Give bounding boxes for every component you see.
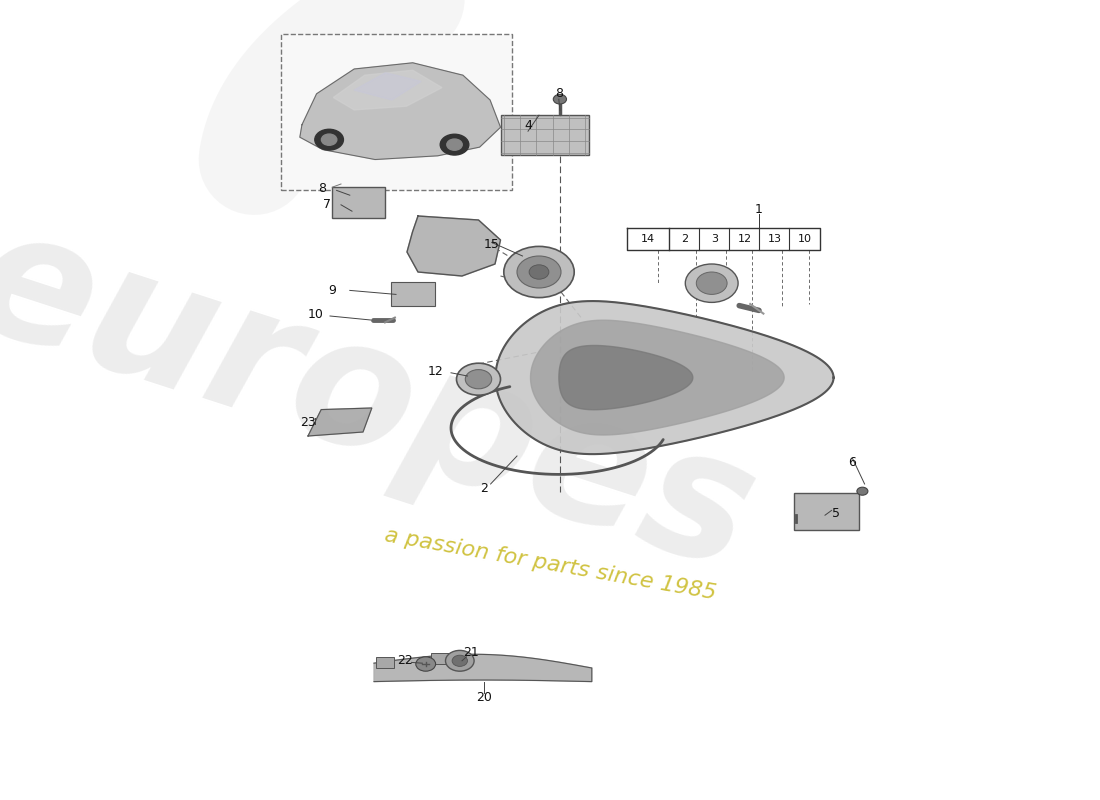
Bar	[376, 657, 394, 668]
Text: 10: 10	[308, 308, 323, 321]
Circle shape	[857, 487, 868, 495]
Polygon shape	[354, 73, 421, 100]
Polygon shape	[559, 346, 693, 410]
Circle shape	[446, 650, 474, 671]
Text: 10: 10	[798, 234, 812, 244]
Circle shape	[504, 246, 574, 298]
Text: 13: 13	[768, 234, 781, 244]
Text: 20: 20	[476, 691, 492, 704]
FancyBboxPatch shape	[794, 493, 859, 530]
Text: 2: 2	[480, 482, 488, 494]
Bar	[390, 282, 435, 306]
Text: 22: 22	[397, 654, 412, 666]
Circle shape	[696, 272, 727, 294]
Text: 23: 23	[300, 416, 316, 429]
Text: 15: 15	[484, 238, 499, 251]
Text: 9: 9	[328, 284, 337, 297]
Polygon shape	[333, 70, 442, 110]
Circle shape	[465, 370, 492, 389]
Text: 12: 12	[737, 234, 751, 244]
Text: 4: 4	[524, 119, 532, 132]
Circle shape	[440, 134, 469, 155]
Circle shape	[553, 94, 566, 104]
Text: 1: 1	[755, 203, 763, 216]
Text: 2: 2	[681, 234, 688, 244]
Text: 3: 3	[711, 234, 718, 244]
Circle shape	[685, 264, 738, 302]
Bar	[431, 653, 449, 664]
Circle shape	[321, 134, 337, 146]
Bar	[500, 115, 588, 155]
Circle shape	[529, 265, 549, 279]
Text: 8: 8	[318, 182, 327, 195]
Circle shape	[416, 657, 436, 671]
Polygon shape	[300, 62, 500, 159]
Text: 12: 12	[428, 365, 443, 378]
Circle shape	[315, 130, 343, 150]
Polygon shape	[374, 654, 592, 682]
Text: 5: 5	[832, 507, 840, 520]
Circle shape	[452, 655, 468, 666]
Text: europes: europes	[0, 193, 776, 607]
Text: 6: 6	[848, 456, 857, 469]
Text: 8: 8	[554, 87, 563, 100]
Text: 21: 21	[463, 646, 478, 659]
Circle shape	[456, 363, 501, 395]
Polygon shape	[407, 216, 500, 276]
Text: a passion for parts since 1985: a passion for parts since 1985	[383, 525, 717, 603]
Text: 7: 7	[322, 198, 331, 211]
Circle shape	[447, 139, 462, 150]
Circle shape	[517, 256, 561, 288]
Bar	[332, 187, 385, 218]
Polygon shape	[495, 301, 834, 454]
Bar	[280, 34, 512, 190]
Polygon shape	[308, 408, 372, 436]
Text: 14: 14	[641, 234, 656, 244]
Polygon shape	[530, 320, 784, 435]
